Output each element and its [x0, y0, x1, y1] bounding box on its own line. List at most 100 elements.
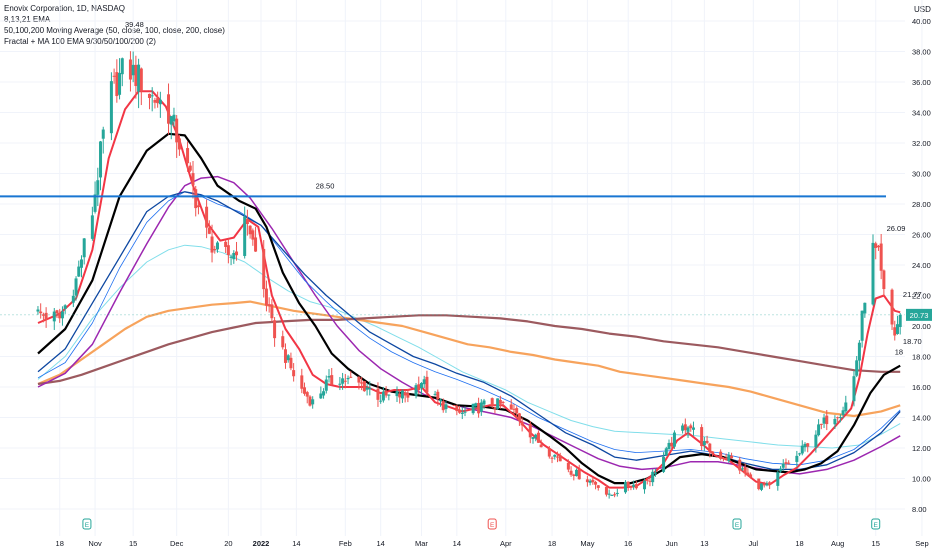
candle-body	[482, 400, 486, 405]
candle-body	[798, 453, 802, 455]
svg-text:E: E	[735, 522, 740, 529]
y-tick-label: 40.00	[912, 17, 931, 26]
candle-body	[531, 437, 535, 439]
candle-body	[387, 394, 391, 396]
x-tick-label: Sep	[915, 539, 928, 548]
candle-body	[817, 424, 821, 436]
x-tick-label: Apr	[500, 539, 512, 548]
candle-body	[120, 58, 124, 75]
candle-body	[308, 396, 312, 406]
legend-title[interactable]: Enovix Corporation, 1D, NASDAQ	[4, 4, 125, 13]
candle-body	[594, 481, 598, 485]
candle-body	[224, 241, 228, 247]
candle-body	[512, 408, 516, 410]
candle-body	[400, 390, 404, 399]
candle-body	[632, 484, 636, 487]
candle-body	[634, 484, 638, 489]
candle-body	[156, 98, 160, 104]
candle-body	[493, 407, 497, 409]
currency-label: USD	[914, 5, 931, 14]
candle-body	[398, 393, 402, 398]
y-tick-label: 22.00	[912, 292, 931, 301]
candle-body	[566, 462, 570, 470]
candle-body	[803, 443, 807, 448]
earnings-marker: E	[487, 518, 497, 530]
candle-body	[784, 462, 788, 464]
candle-body	[406, 393, 410, 398]
candle-body	[836, 417, 840, 419]
candle-body	[191, 173, 195, 186]
x-tick-label: 2022	[253, 539, 270, 548]
candle-body	[863, 302, 867, 314]
candle-body	[895, 324, 899, 334]
candle-body	[109, 81, 113, 134]
candle-body	[319, 393, 323, 399]
candle-body	[460, 412, 464, 414]
candle-body	[683, 424, 687, 431]
candle-body	[262, 248, 266, 290]
candle-body	[245, 219, 249, 225]
candle-body	[547, 448, 551, 457]
series-line-100-ma	[37, 191, 901, 471]
candle-body	[596, 485, 600, 488]
legend-moving-average[interactable]: 50,100,200 Moving Average (50, close, 10…	[4, 26, 225, 35]
candle-body	[52, 311, 56, 322]
candle-body	[55, 310, 59, 314]
candle-body	[158, 99, 162, 105]
candle-body	[528, 423, 532, 438]
candle-body	[172, 114, 176, 122]
candle-body	[167, 94, 171, 124]
candle-body	[414, 385, 418, 396]
candle-body	[281, 336, 285, 348]
candle-body	[787, 462, 791, 464]
legend-ema[interactable]: 8,13,21 EMA	[4, 15, 51, 24]
svg-text:E: E	[85, 522, 90, 529]
candle-body	[177, 138, 181, 150]
candle-body	[90, 215, 94, 239]
candle-body	[381, 391, 385, 401]
candle-body	[194, 189, 198, 209]
legend-fractal[interactable]: Fractal + MA 100 EMA 9/30/50/100/200 (2)	[4, 37, 156, 46]
candle-body	[264, 288, 268, 306]
candle-body	[517, 413, 521, 421]
candle-body	[496, 398, 500, 409]
x-tick-label: 16	[624, 539, 632, 548]
current-price-label: 20.73	[910, 311, 929, 320]
candle-body	[267, 304, 271, 306]
candle-body	[232, 252, 236, 260]
candle-body	[395, 391, 399, 397]
candle-body	[338, 383, 342, 385]
level-line-label: 28.50	[316, 181, 335, 190]
candle-body	[471, 403, 475, 414]
candle-body	[762, 484, 766, 486]
candle-body	[346, 378, 350, 380]
candle-body	[243, 216, 247, 256]
price-annotation: 18.70	[903, 337, 922, 346]
candle-body	[490, 398, 494, 407]
x-tick-label: 20	[224, 539, 232, 548]
candle-body	[39, 311, 43, 314]
candle-body	[128, 59, 132, 80]
candle-body	[819, 423, 823, 425]
candle-body	[254, 237, 258, 252]
candle-body	[795, 455, 799, 462]
candle-body	[229, 256, 233, 258]
candle-body	[82, 238, 86, 258]
candle-body	[283, 349, 287, 363]
y-tick-label: 36.00	[912, 78, 931, 87]
candle-body	[757, 478, 761, 490]
candle-body	[653, 472, 657, 474]
candle-body	[112, 75, 116, 77]
candle-body	[814, 434, 818, 448]
candle-body	[743, 466, 747, 474]
x-tick-label: 18	[795, 539, 803, 548]
candle-body	[324, 379, 328, 391]
y-tick-label: 18.00	[912, 353, 931, 362]
candle-body	[670, 442, 674, 447]
candle-body	[311, 399, 315, 405]
series-line-ema-200-purple	[37, 175, 901, 475]
y-tick-label: 38.00	[912, 48, 931, 57]
candle-body	[613, 494, 617, 496]
candle-body	[419, 382, 423, 389]
